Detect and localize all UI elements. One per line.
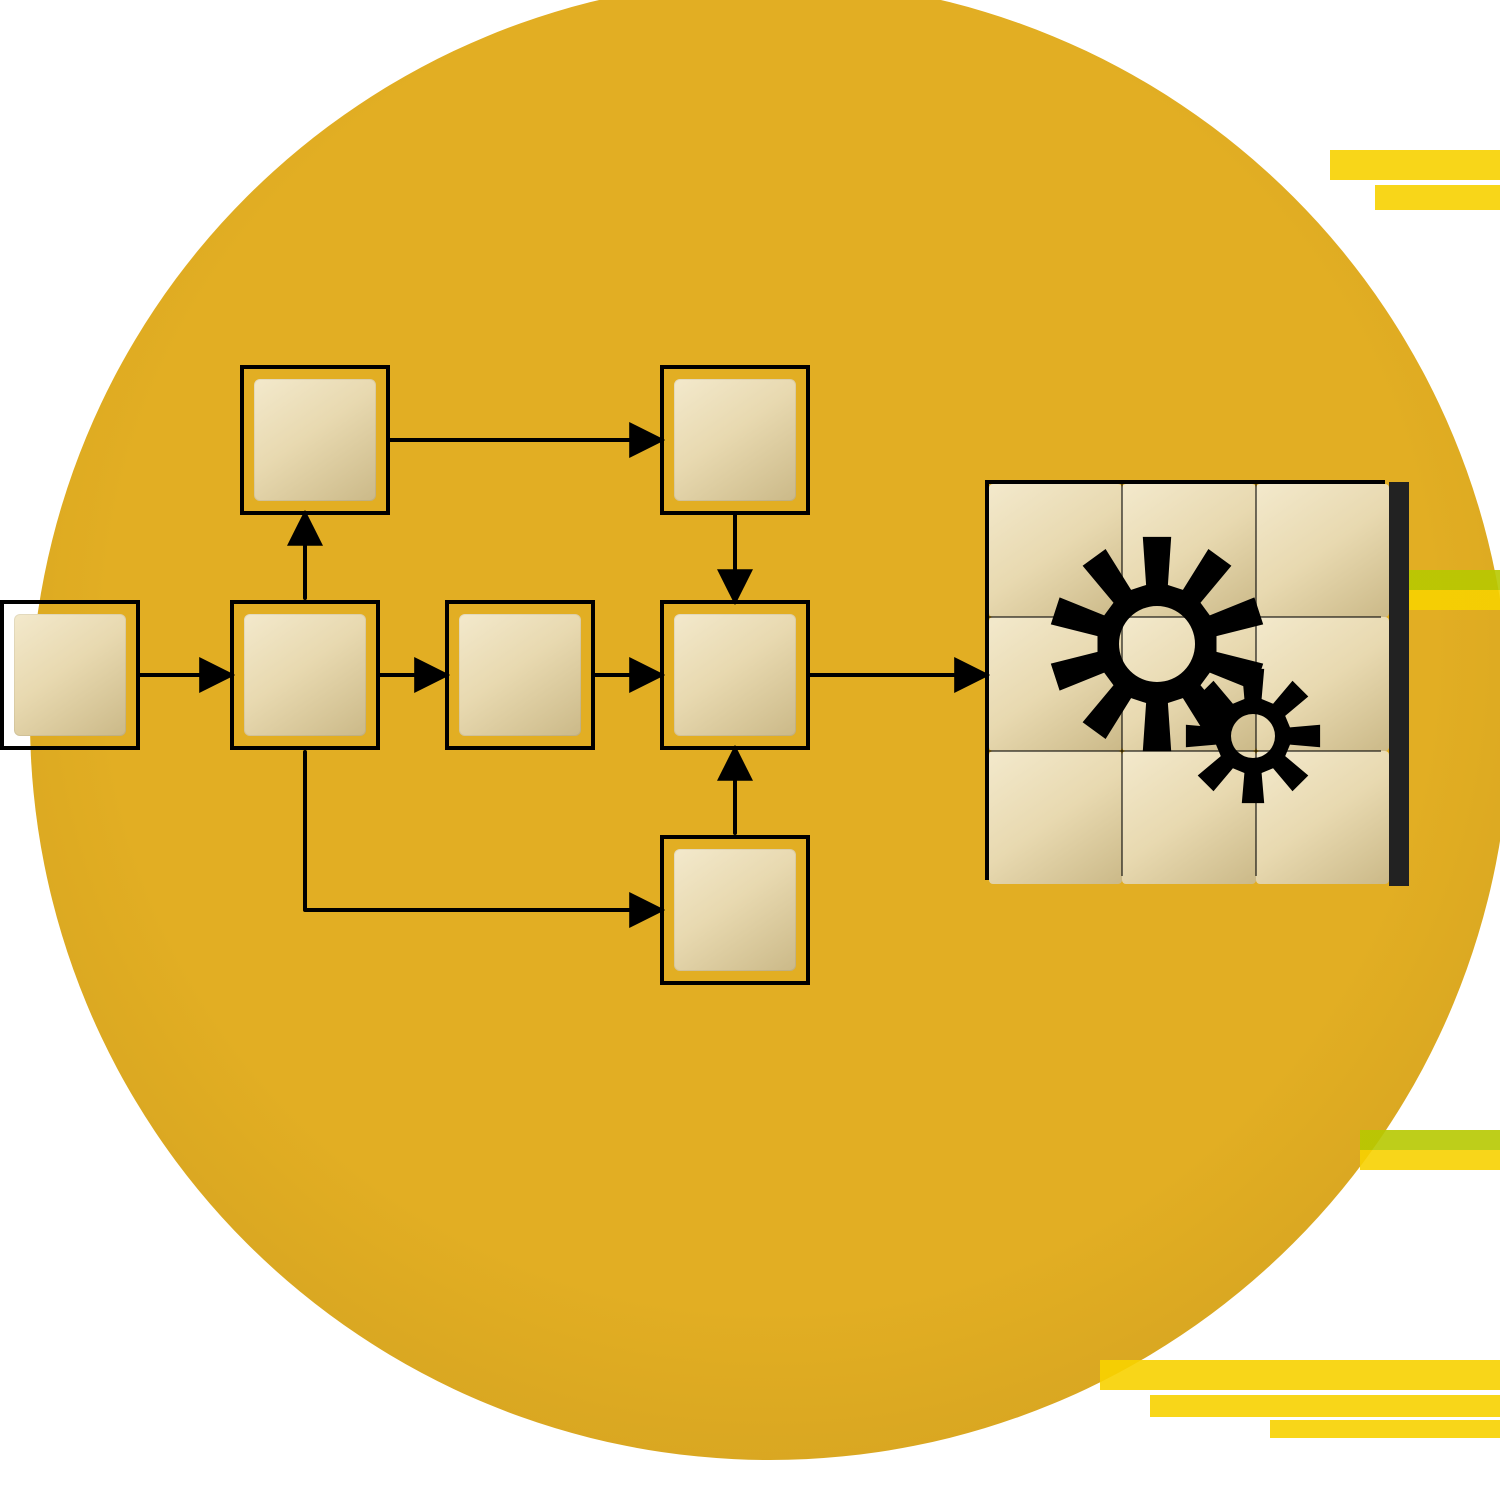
wood-block xyxy=(674,614,796,736)
output-side-panel xyxy=(1389,482,1409,886)
wood-block xyxy=(989,484,1122,617)
wood-block xyxy=(1256,751,1389,884)
wood-block xyxy=(459,614,581,736)
wood-block xyxy=(244,614,366,736)
process-node xyxy=(660,600,810,750)
edge-streak xyxy=(1330,150,1500,180)
wood-block xyxy=(989,751,1122,884)
wood-block xyxy=(254,379,376,501)
wood-block xyxy=(1122,751,1255,884)
wood-block xyxy=(1256,484,1389,617)
edge-streak xyxy=(1150,1395,1500,1417)
process-node xyxy=(0,600,140,750)
wood-block xyxy=(989,617,1122,750)
wood-block xyxy=(1122,617,1255,750)
grid-line xyxy=(1255,484,1257,876)
wood-block xyxy=(1122,484,1255,617)
edge-streak xyxy=(1100,1360,1500,1390)
wood-block xyxy=(674,379,796,501)
wood-block xyxy=(1256,617,1389,750)
output-block xyxy=(985,480,1385,880)
grid-line xyxy=(1121,484,1123,876)
edge-streak xyxy=(1360,1130,1500,1170)
process-node xyxy=(660,365,810,515)
edge-streak xyxy=(1375,185,1500,210)
grid-line xyxy=(989,750,1381,752)
process-node xyxy=(240,365,390,515)
process-node xyxy=(660,835,810,985)
wood-block xyxy=(14,614,126,736)
process-node xyxy=(230,600,380,750)
process-node xyxy=(445,600,595,750)
diagram-stage xyxy=(0,0,1500,1500)
edge-streak xyxy=(1270,1420,1500,1438)
wood-block xyxy=(674,849,796,971)
grid-line xyxy=(989,616,1381,618)
